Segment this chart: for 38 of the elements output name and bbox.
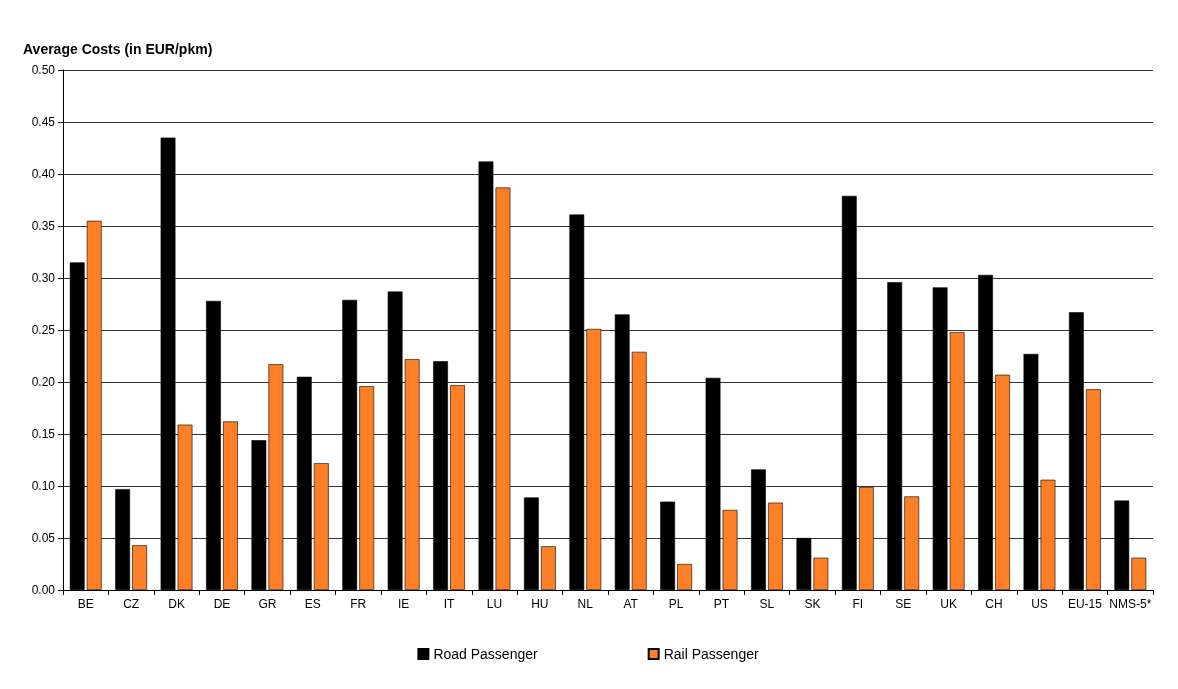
x-tick-label: CH	[985, 597, 1003, 611]
x-tick-label: CZ	[123, 597, 140, 611]
x-tick-label: AT	[623, 597, 639, 611]
x-tick-label: US	[1031, 597, 1048, 611]
legend-label: Road Passenger	[433, 646, 539, 662]
x-tick-label: EU-15	[1067, 597, 1103, 611]
y-tick-label: 0.10	[31, 479, 56, 493]
y-tick-label: 0.05	[31, 531, 56, 545]
x-tick-label: SE	[895, 597, 912, 611]
y-tick-label: 0.50	[31, 63, 56, 77]
x-tick-label: IE	[397, 597, 410, 611]
y-axis-title: Average Costs (in EUR/pkm)	[23, 41, 213, 57]
y-tick-label: 0.40	[31, 167, 56, 181]
x-tick-label: HU	[531, 597, 549, 611]
x-tick-label: PL	[668, 597, 684, 611]
x-tick-label: GR	[258, 597, 277, 611]
y-tick-label: 0.00	[31, 583, 56, 597]
legend-label: Rail Passenger	[663, 646, 759, 662]
x-tick-label: BE	[77, 597, 94, 611]
x-tick-label: IT	[443, 597, 456, 611]
y-tick-label: 0.20	[31, 375, 56, 389]
y-tick-label: 0.25	[31, 323, 56, 337]
x-tick-label: UK	[940, 597, 957, 611]
y-tick-label: 0.35	[31, 219, 56, 233]
x-tick-label: LU	[486, 597, 503, 611]
x-tick-label: SL	[759, 597, 775, 611]
x-tick-label: DE	[213, 597, 231, 611]
y-tick-label: 0.45	[31, 115, 56, 129]
y-tick-label: 0.15	[31, 427, 56, 441]
x-tick-label: FR	[350, 597, 367, 611]
x-tick-label: DK	[168, 597, 185, 611]
x-tick-label: FI	[852, 597, 864, 611]
y-tick-label: 0.30	[31, 271, 56, 285]
x-tick-label: SK	[804, 597, 821, 611]
x-tick-label: ES	[304, 597, 321, 611]
x-tick-label: NMS-5*	[1109, 597, 1152, 611]
x-tick-label: PT	[713, 597, 730, 611]
x-tick-label: NL	[577, 597, 594, 611]
